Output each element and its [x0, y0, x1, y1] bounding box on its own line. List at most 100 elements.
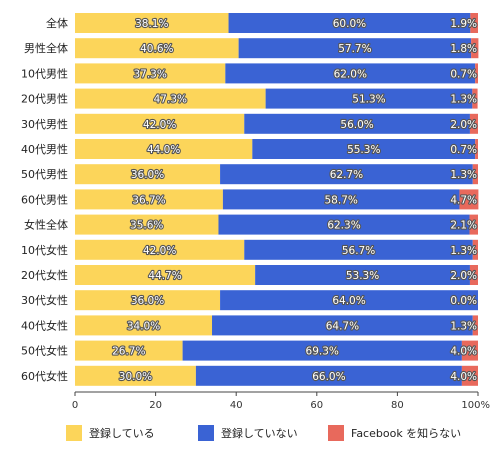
- bar-segment: [472, 239, 478, 260]
- bar-segment: [75, 13, 229, 33]
- bar-segment: [182, 340, 462, 361]
- bar-segment: [461, 365, 478, 386]
- legend-label: 登録している: [89, 426, 155, 440]
- data-label: 37.3%: [133, 68, 166, 80]
- data-label: 34.0%: [127, 320, 160, 332]
- bar-segment: [238, 38, 472, 59]
- legend-swatch: [66, 425, 82, 441]
- bar-segment: [459, 189, 479, 210]
- category-label: 10代女性: [21, 243, 68, 257]
- x-tick-label: 60: [310, 400, 323, 411]
- bar-segment: [75, 164, 221, 185]
- data-label: 35.6%: [130, 220, 163, 232]
- data-label: 38.1%: [135, 18, 168, 30]
- data-label: 64.7%: [326, 320, 359, 332]
- bar-segment: [75, 365, 196, 386]
- category-label: 50代男性: [21, 167, 68, 181]
- category-label: 40代女性: [21, 318, 68, 332]
- data-label: 2.0%: [450, 270, 477, 282]
- data-label: 55.3%: [347, 144, 380, 156]
- bar-segment: [228, 13, 471, 33]
- data-label: 62.7%: [330, 169, 363, 181]
- bar-segment: [75, 340, 183, 361]
- legend-swatch: [328, 425, 344, 441]
- bar-segment: [255, 265, 470, 285]
- data-label: 42.0%: [143, 245, 176, 257]
- bar-segment: [475, 63, 478, 84]
- bar-segment: [469, 265, 478, 285]
- bar-segment: [75, 38, 239, 59]
- data-label: 44.7%: [148, 270, 181, 282]
- bar-segment: [75, 63, 226, 84]
- data-label: 36.0%: [131, 295, 164, 307]
- bar-segment: [461, 340, 478, 361]
- category-label: 30代男性: [21, 117, 68, 131]
- category-label: 50代女性: [21, 344, 68, 358]
- category-label: 20代女性: [21, 268, 68, 282]
- bar-segment: [265, 88, 473, 109]
- data-label: 51.3%: [352, 94, 385, 106]
- data-label: 62.3%: [327, 220, 360, 232]
- data-label: 62.0%: [334, 68, 367, 80]
- x-tick-label: 80: [391, 400, 404, 411]
- category-label: 40代男性: [21, 142, 68, 156]
- data-label: 0.7%: [450, 144, 477, 156]
- bar-segment: [75, 139, 253, 159]
- data-label: 57.7%: [338, 43, 371, 55]
- data-label: 1.3%: [450, 320, 477, 332]
- data-label: 2.0%: [450, 119, 477, 131]
- category-label: 60代男性: [21, 192, 68, 206]
- category-label: 30代女性: [21, 293, 68, 307]
- bar-segment: [212, 315, 473, 336]
- data-label: 58.7%: [325, 194, 358, 206]
- data-label: 56.7%: [342, 245, 375, 257]
- data-label: 36.7%: [132, 194, 165, 206]
- data-label: 30.0%: [119, 371, 152, 383]
- x-tick-label: 100%: [461, 400, 490, 411]
- bar-segment: [218, 214, 470, 235]
- bar-segment: [75, 239, 245, 260]
- bar-segment: [469, 214, 478, 235]
- data-label: 4.0%: [450, 371, 477, 383]
- data-label: 64.0%: [332, 295, 365, 307]
- data-label: 66.0%: [312, 371, 345, 383]
- data-label: 47.3%: [154, 94, 187, 106]
- bar-segment: [75, 214, 219, 235]
- bar-segment: [75, 315, 213, 336]
- category-label: 20代男性: [21, 92, 68, 106]
- data-label: 44.0%: [147, 144, 180, 156]
- data-label: 1.3%: [450, 94, 477, 106]
- data-label: 36.0%: [131, 169, 164, 181]
- bar-segment: [75, 189, 223, 210]
- bar-segment: [471, 38, 479, 59]
- data-label: 60.0%: [333, 18, 366, 30]
- bar-segment: [469, 113, 478, 134]
- bar-segment: [75, 88, 266, 109]
- category-label: 全体: [46, 16, 68, 30]
- legend-label: Facebook を知らない: [351, 426, 461, 440]
- data-label: 1.3%: [450, 169, 477, 181]
- bar-segment: [472, 164, 478, 185]
- x-tick-label: 0: [72, 400, 78, 411]
- bar-segment: [220, 164, 473, 185]
- bar-segment: [75, 113, 245, 134]
- data-label: 0.0%: [450, 295, 477, 307]
- x-tick-label: 20: [149, 400, 162, 411]
- bar-segment: [225, 63, 476, 84]
- legend-label: 登録していない: [221, 426, 298, 440]
- data-label: 4.7%: [450, 194, 477, 206]
- x-tick-label: 40: [230, 400, 243, 411]
- data-label: 53.3%: [346, 270, 379, 282]
- data-label: 69.3%: [306, 346, 339, 358]
- bar-segment: [472, 315, 478, 336]
- data-label: 1.8%: [450, 43, 477, 55]
- bar-segment: [244, 113, 470, 134]
- data-label: 42.0%: [143, 119, 176, 131]
- data-label: 2.1%: [450, 220, 477, 232]
- bar-segment: [195, 365, 462, 386]
- bar-segment: [475, 139, 478, 159]
- bar-segment: [472, 88, 478, 109]
- bar-segment: [244, 239, 473, 260]
- data-label: 1.9%: [450, 18, 477, 30]
